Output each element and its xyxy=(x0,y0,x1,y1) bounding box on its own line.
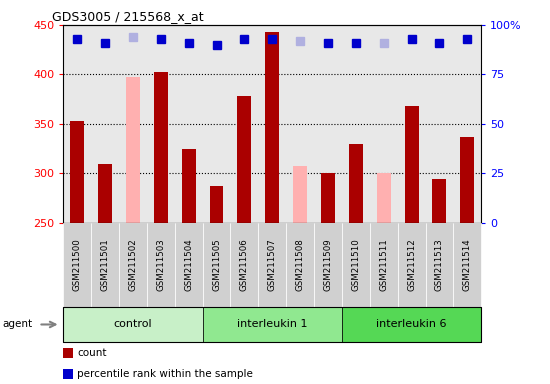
Bar xyxy=(405,106,419,223)
Text: GSM211512: GSM211512 xyxy=(407,238,416,291)
Text: GSM211511: GSM211511 xyxy=(379,238,388,291)
Text: GSM211510: GSM211510 xyxy=(351,238,360,291)
Text: GSM211507: GSM211507 xyxy=(268,238,277,291)
Text: GSM211501: GSM211501 xyxy=(101,238,109,291)
Bar xyxy=(265,32,279,223)
Text: agent: agent xyxy=(3,319,33,329)
Bar xyxy=(349,144,363,223)
Text: GSM211503: GSM211503 xyxy=(156,238,166,291)
Text: percentile rank within the sample: percentile rank within the sample xyxy=(77,369,253,379)
Text: GSM211500: GSM211500 xyxy=(73,238,82,291)
Text: GSM211509: GSM211509 xyxy=(323,238,333,291)
Text: GDS3005 / 215568_x_at: GDS3005 / 215568_x_at xyxy=(52,10,204,23)
Text: GSM211505: GSM211505 xyxy=(212,238,221,291)
Text: GSM211502: GSM211502 xyxy=(128,238,138,291)
Bar xyxy=(154,73,168,223)
Text: control: control xyxy=(114,319,152,329)
Text: GSM211504: GSM211504 xyxy=(184,238,193,291)
Bar xyxy=(70,121,84,223)
Text: GSM211513: GSM211513 xyxy=(435,238,444,291)
Text: GSM211508: GSM211508 xyxy=(295,238,305,291)
Bar xyxy=(126,77,140,223)
Bar xyxy=(238,96,251,223)
Bar xyxy=(210,186,223,223)
Bar xyxy=(293,166,307,223)
Text: interleukin 6: interleukin 6 xyxy=(376,319,447,329)
Bar xyxy=(321,173,335,223)
Text: GSM211506: GSM211506 xyxy=(240,238,249,291)
Bar xyxy=(377,173,390,223)
Text: GSM211514: GSM211514 xyxy=(463,238,472,291)
Bar xyxy=(432,179,447,223)
Bar xyxy=(182,149,196,223)
Text: count: count xyxy=(77,348,107,358)
Bar xyxy=(98,164,112,223)
Text: interleukin 1: interleukin 1 xyxy=(237,319,307,329)
Bar xyxy=(460,137,474,223)
